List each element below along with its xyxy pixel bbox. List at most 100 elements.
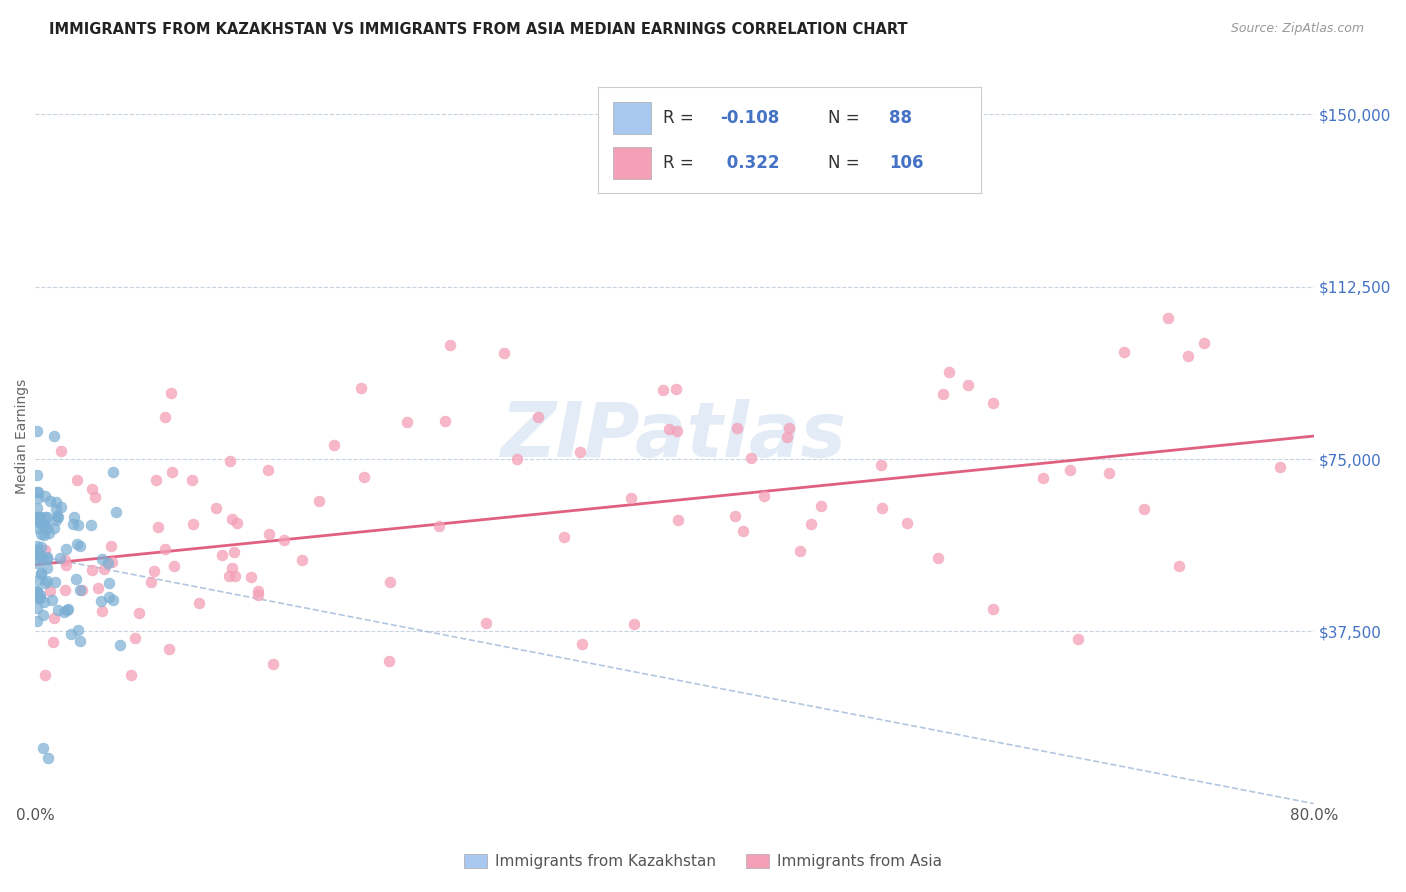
Point — [506, 452, 529, 467]
Point — [665, 424, 688, 438]
Point — [37, 561, 59, 575]
Point — [69, 539, 91, 553]
Point — [247, 588, 270, 602]
Y-axis label: Median Earnings: Median Earnings — [15, 378, 30, 493]
Point — [378, 654, 401, 668]
Point — [67, 518, 90, 533]
Point — [571, 637, 593, 651]
Point — [740, 450, 762, 465]
Point — [395, 415, 418, 429]
Point — [427, 519, 450, 533]
Point — [53, 552, 76, 566]
Point — [1156, 310, 1178, 325]
Point — [353, 470, 375, 484]
Point — [1268, 460, 1291, 475]
Point — [46, 602, 69, 616]
Point — [31, 551, 53, 566]
Text: ZIPatlas: ZIPatlas — [502, 399, 848, 473]
Point — [25, 539, 48, 553]
Point — [101, 555, 124, 569]
Point — [273, 533, 295, 548]
Point — [31, 526, 53, 541]
Point — [927, 550, 949, 565]
Point — [433, 414, 456, 428]
Point — [1114, 345, 1136, 359]
Point — [39, 583, 62, 598]
Point — [896, 516, 918, 530]
Point — [28, 515, 51, 529]
Point — [66, 623, 89, 637]
Point — [180, 473, 202, 487]
Point — [34, 510, 56, 524]
Point — [205, 500, 228, 515]
Text: Source: ZipAtlas.com: Source: ZipAtlas.com — [1230, 22, 1364, 36]
Point — [105, 505, 128, 519]
Point — [25, 584, 48, 599]
Point — [25, 556, 48, 570]
Point — [62, 516, 84, 531]
Point — [51, 444, 73, 458]
Point — [733, 524, 755, 538]
Point — [30, 566, 52, 580]
Point — [569, 445, 592, 459]
Point — [53, 605, 76, 619]
Point — [163, 558, 186, 573]
Point — [93, 562, 115, 576]
Point — [658, 422, 681, 436]
Point — [224, 568, 246, 582]
Point — [25, 424, 48, 438]
Point — [97, 556, 120, 570]
Point — [141, 574, 163, 589]
Point — [219, 454, 242, 468]
Point — [27, 551, 49, 566]
Point — [800, 516, 823, 531]
Point — [35, 510, 58, 524]
Point — [124, 631, 146, 645]
Point — [623, 617, 645, 632]
Point — [27, 468, 49, 483]
Point — [34, 489, 56, 503]
Point — [98, 590, 121, 604]
Point — [257, 527, 280, 541]
Point — [27, 542, 49, 557]
Point — [666, 513, 689, 527]
Point — [65, 473, 87, 487]
Point — [101, 466, 124, 480]
Point — [120, 668, 142, 682]
Point — [224, 545, 246, 559]
Point — [789, 544, 811, 558]
Point — [45, 495, 67, 509]
Point — [652, 383, 675, 397]
Point — [101, 593, 124, 607]
Point — [25, 501, 48, 516]
Point — [31, 607, 53, 622]
Point — [34, 528, 56, 542]
Point — [55, 542, 77, 557]
Point — [65, 572, 87, 586]
Point — [240, 570, 263, 584]
Point — [932, 387, 955, 401]
Point — [27, 545, 49, 559]
Point — [39, 494, 62, 508]
Point — [308, 494, 330, 508]
Point — [28, 591, 51, 606]
Point — [25, 584, 48, 599]
Point — [32, 518, 55, 533]
Point — [86, 581, 108, 595]
Point — [1177, 349, 1199, 363]
Point — [28, 510, 51, 524]
Point — [938, 365, 960, 379]
Point — [25, 485, 48, 500]
Point — [82, 563, 104, 577]
Point — [42, 635, 65, 649]
Point — [44, 574, 66, 589]
Point — [247, 583, 270, 598]
Point — [82, 482, 104, 496]
Point — [70, 583, 93, 598]
Point — [724, 509, 747, 524]
Point — [211, 549, 233, 563]
Point — [35, 551, 58, 566]
Point — [27, 491, 49, 506]
Point — [1067, 632, 1090, 647]
Point — [1032, 471, 1054, 485]
